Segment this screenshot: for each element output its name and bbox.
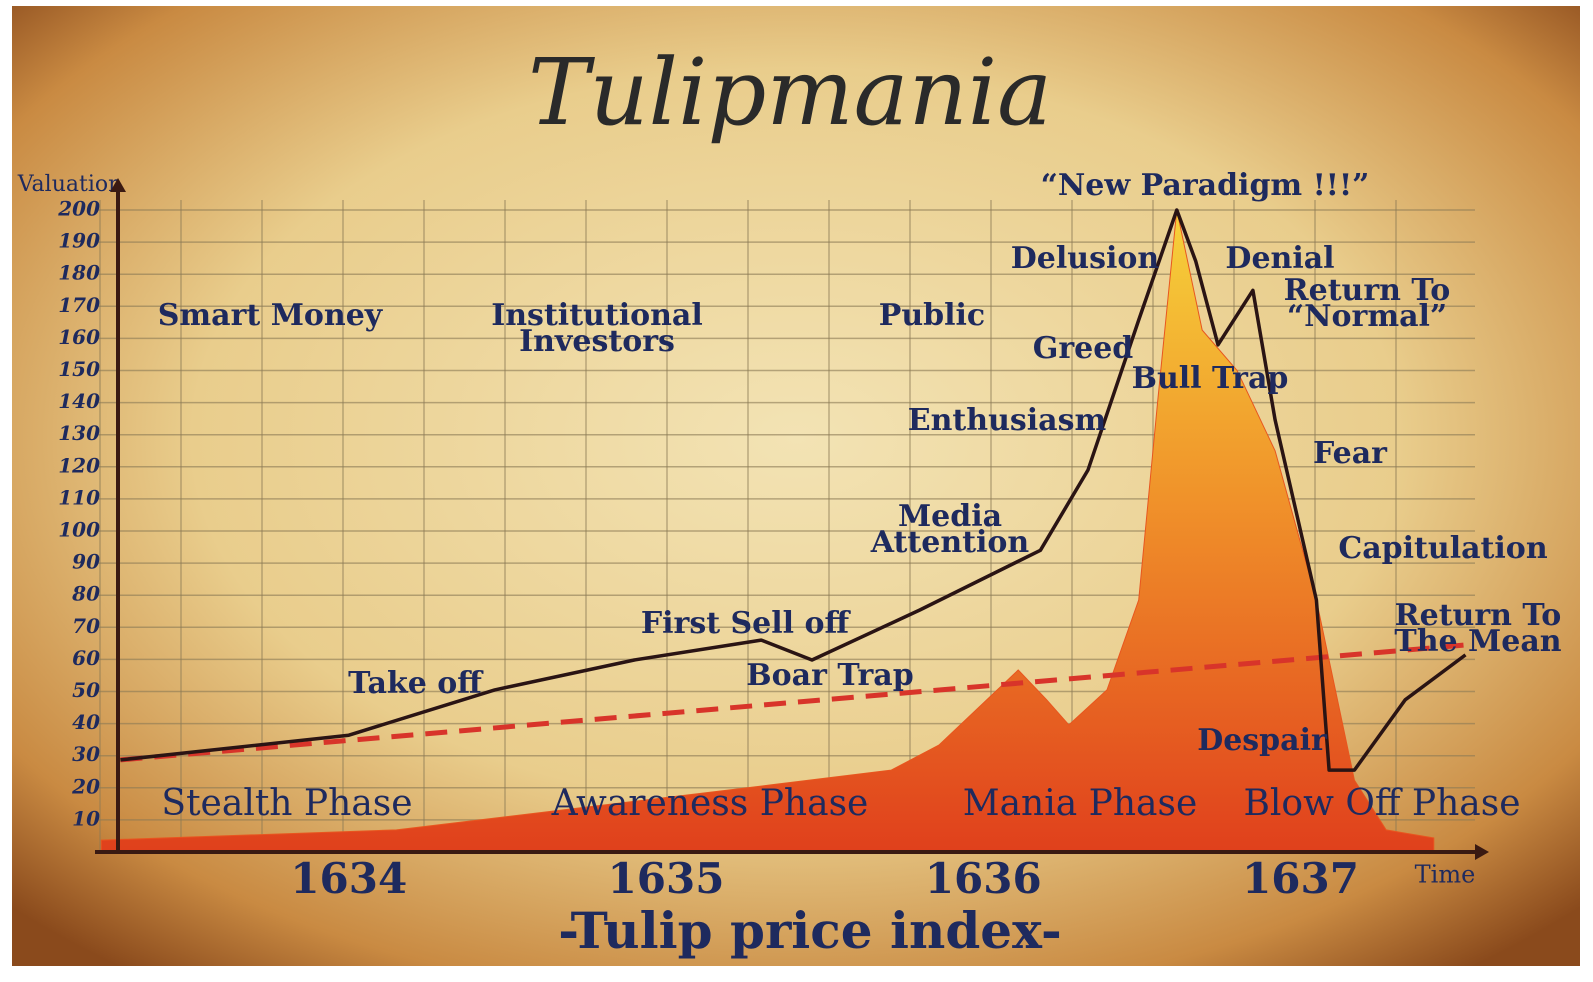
y-tick-label: 50 xyxy=(72,678,100,702)
y-tick-label: 30 xyxy=(72,742,100,766)
y-axis-arrow xyxy=(110,177,126,192)
y-axis-label: Valuation xyxy=(17,172,123,197)
x-tick-label: 1635 xyxy=(608,854,725,903)
y-tick-label: 40 xyxy=(72,710,100,734)
y-tick-label: 10 xyxy=(72,806,100,830)
annotation: Take off xyxy=(348,666,484,701)
annotation: Institutional Investors xyxy=(491,298,703,359)
annotation: First Sell off xyxy=(641,606,852,641)
y-tick-label: 160 xyxy=(58,325,100,349)
y-tick-label: 150 xyxy=(58,357,100,381)
trend-line xyxy=(120,642,1466,763)
annotation: Fear xyxy=(1313,436,1388,471)
annotation: Boar Trap xyxy=(746,658,913,693)
area xyxy=(100,209,1435,853)
y-tick-label: 120 xyxy=(58,453,100,477)
phase-label: Stealth Phase xyxy=(161,783,412,824)
x-axis-arrow xyxy=(1475,844,1489,860)
y-tick-label: 110 xyxy=(58,485,100,509)
annotation: “New Paradigm !!!” xyxy=(1041,168,1370,203)
annotation: Smart Money xyxy=(158,298,384,333)
annotation: Delusion xyxy=(1011,241,1160,276)
x-tick-label: 1634 xyxy=(290,854,407,903)
phase-label: Mania Phase xyxy=(963,783,1198,824)
price-line xyxy=(120,208,1467,772)
phase-label: Blow Off Phase xyxy=(1243,783,1520,824)
y-tick-label: 130 xyxy=(58,421,100,445)
annotation: Denial xyxy=(1225,241,1334,276)
y-tick-label: 200 xyxy=(57,197,100,221)
annotation: Media Attention xyxy=(870,499,1030,560)
chart-title: Tulipmania xyxy=(528,39,1052,146)
y-tick-label: 190 xyxy=(58,229,100,253)
chart-subtitle: -Tulip price index- xyxy=(558,901,1062,960)
y-tick-label: 70 xyxy=(72,614,100,638)
y-tick-label: 140 xyxy=(58,389,100,413)
annotation: Bull Trap xyxy=(1132,361,1289,396)
x-tick-label: 1636 xyxy=(925,854,1042,903)
annotation: Greed xyxy=(1033,331,1134,366)
annotation: Enthusiasm xyxy=(908,403,1107,438)
y-tick-label: 180 xyxy=(58,261,100,285)
y-tick-label: 90 xyxy=(72,550,100,574)
phase-label: Awareness Phase xyxy=(551,783,869,824)
annotation: Capitulation xyxy=(1338,531,1547,566)
y-tick-label: 80 xyxy=(71,582,100,606)
y-tick-label: 20 xyxy=(71,774,100,798)
y-tick-label: 60 xyxy=(72,646,100,670)
annotation: Despair xyxy=(1197,723,1328,758)
y-tick-label: 100 xyxy=(58,518,100,542)
y-tick-label: 170 xyxy=(58,293,100,317)
annotation: Public xyxy=(879,298,985,333)
annotation: Return To The Mean xyxy=(1394,598,1561,659)
x-axis-label: Time xyxy=(1415,861,1476,889)
annotation: Return To “Normal” xyxy=(1284,273,1451,334)
x-tick-label: 1637 xyxy=(1242,854,1359,903)
